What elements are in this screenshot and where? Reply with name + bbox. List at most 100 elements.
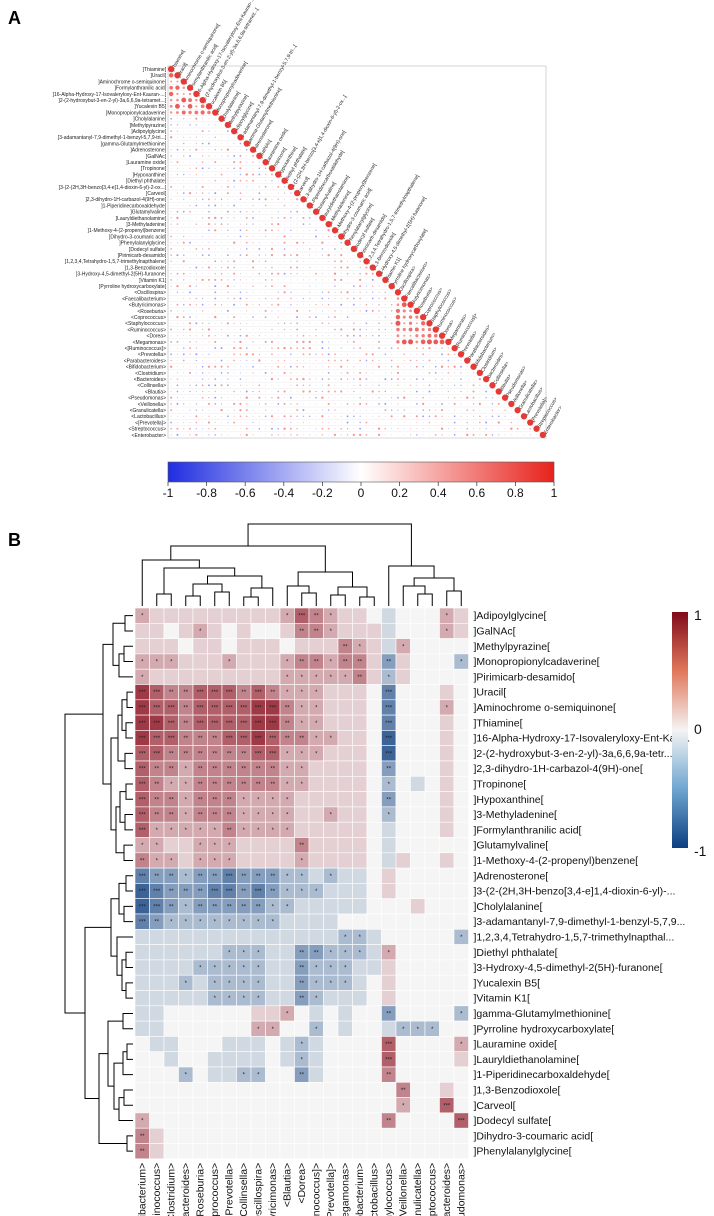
panel-a-corr-dot: [384, 397, 386, 399]
panel-a-corr-dot: [403, 428, 405, 430]
panel-a-corr-dot: [258, 198, 261, 201]
panel-a-corr-dot: [378, 390, 380, 393]
panel-a-corr-dot: [277, 211, 279, 213]
panel-a-corr-dot: [240, 397, 241, 399]
panel-a-corr-dot: [328, 297, 330, 300]
panel-b-cell: [395, 821, 411, 838]
panel-b-significance-mark: **: [270, 782, 275, 788]
panel-b-significance-mark: *: [286, 660, 289, 666]
panel-b-cell: [424, 653, 440, 670]
panel-b-cell: [323, 821, 339, 838]
panel-a-corr-dot: [233, 143, 235, 144]
panel-a-corr-dot: [284, 198, 285, 200]
panel-a-corr-dot: [460, 428, 462, 430]
panel-a-corr-dot: [428, 409, 431, 411]
panel-a-corr-dot: [277, 316, 279, 318]
panel-b-cell: [149, 638, 165, 655]
panel-b-significance-mark: **: [198, 751, 203, 757]
panel-a-corr-dot: [233, 285, 235, 287]
panel-b-significance-mark: *: [301, 874, 304, 880]
panel-b-cell: [366, 638, 382, 655]
panel-a-corr-dot: [303, 267, 304, 268]
panel-a-corr-dot: [221, 248, 222, 250]
panel-a-corr-dot: [195, 384, 198, 387]
panel-b-cell: [395, 928, 411, 945]
panel-b-heatmap: B * * *** ** * ** ** ** * *** * ** * * * * ** ** * ** ** ** **…: [8, 523, 707, 1216]
panel-a-corr-dot: [290, 192, 292, 194]
panel-b-significance-mark: ***: [197, 721, 205, 727]
panel-a-corr-dot: [334, 341, 336, 343]
panel-a-corr-dot: [309, 242, 311, 244]
panel-a-corr-dot: [258, 378, 260, 380]
panel-a-corr-dot: [177, 409, 178, 411]
panel-a-corr-dot: [277, 285, 279, 287]
panel-a-corr-dot: [233, 266, 235, 269]
panel-a-corr-dot: [290, 217, 292, 219]
panel-a-corr-dot: [290, 229, 292, 232]
panel-a-corr-dot: [214, 118, 216, 120]
panel-a-corr-dot: [233, 260, 236, 263]
panel-a-corr-dot: [435, 391, 437, 392]
panel-a-corr-dot: [510, 427, 513, 430]
panel-b-significance-mark: *: [315, 751, 318, 757]
panel-a-corr-dot: [402, 315, 406, 319]
panel-b-significance-mark: **: [183, 736, 188, 742]
panel-a-corr-dot: [333, 272, 337, 275]
panel-a-row-label: ]Hypoxanthine[: [133, 172, 167, 178]
panel-a-corr-dot: [208, 198, 210, 201]
panel-a-corr-dot: [195, 186, 197, 188]
panel-a-corr-dot: [378, 422, 380, 423]
panel-a-corr-dot: [315, 235, 318, 238]
panel-a-corr-dot: [303, 322, 304, 324]
panel-a-corr-dot: [284, 335, 285, 337]
panel-a-corr-dot: [384, 310, 386, 312]
panel-b-cell: [178, 668, 194, 685]
panel-a-corr-dot: [384, 335, 386, 337]
panel-a-corr-dot: [321, 223, 323, 225]
panel-b-cell: [352, 1020, 368, 1037]
panel-b-cell: [178, 1051, 194, 1068]
panel-a-corr-dot: [239, 235, 242, 238]
panel-a-corr-dot: [245, 415, 248, 418]
panel-b-col-label: <Bacteroides>: [441, 1163, 453, 1216]
panel-a-corr-dot: [533, 425, 540, 432]
panel-b-significance-mark: ***: [168, 705, 176, 711]
panel-a-corr-dot: [303, 403, 304, 405]
panel-b-significance-mark: **: [241, 690, 246, 696]
panel-b-significance-mark: *: [286, 797, 289, 803]
panel-b-cell: [265, 607, 281, 624]
panel-a-corr-dot: [321, 427, 324, 430]
panel-b-row-dendrogram-branch: [64, 713, 103, 1014]
panel-b-cell: [366, 1143, 382, 1160]
panel-a-corr-dot: [529, 427, 532, 430]
panel-a-corr-dot: [284, 378, 285, 380]
panel-a-corr-dot: [202, 285, 204, 287]
panel-a-corr-dot: [188, 285, 192, 288]
panel-a-corr-dot: [201, 310, 204, 312]
panel-a-corr-dot: [340, 341, 342, 343]
panel-a-corr-dot: [396, 334, 400, 338]
panel-b-significance-mark: **: [227, 767, 232, 773]
panel-a-corr-dot: [460, 365, 462, 368]
panel-a-corr-dot: [454, 391, 456, 392]
panel-a-corr-dot: [221, 155, 223, 157]
panel-a-corr-dot: [308, 415, 311, 418]
panel-a-corr-dot: [340, 285, 342, 287]
panel-a-corr-dot: [372, 372, 374, 374]
panel-b-significance-mark: **: [357, 660, 362, 666]
panel-b-row-dendrogram-branch: [123, 1089, 133, 1106]
panel-b-col-label: <Clostridium>: [165, 1163, 177, 1216]
panel-a-corr-dot: [485, 409, 487, 411]
panel-b-significance-mark: **: [256, 874, 261, 880]
panel-b-significance-mark: *: [301, 705, 304, 711]
panel-b-row-label: ]Vitamin K1[: [474, 993, 530, 1005]
panel-a-corr-dot: [264, 415, 267, 418]
panel-a-corr-dot: [277, 291, 279, 293]
panel-b-cell: [221, 668, 237, 685]
panel-a-corr-dot: [208, 229, 210, 232]
panel-a-corr-dot: [296, 316, 299, 319]
panel-a-corr-dot: [271, 391, 273, 392]
panel-a-corr-dot: [233, 310, 235, 312]
panel-a-corr-dot: [378, 378, 380, 380]
panel-a-corr-dot: [289, 347, 292, 350]
